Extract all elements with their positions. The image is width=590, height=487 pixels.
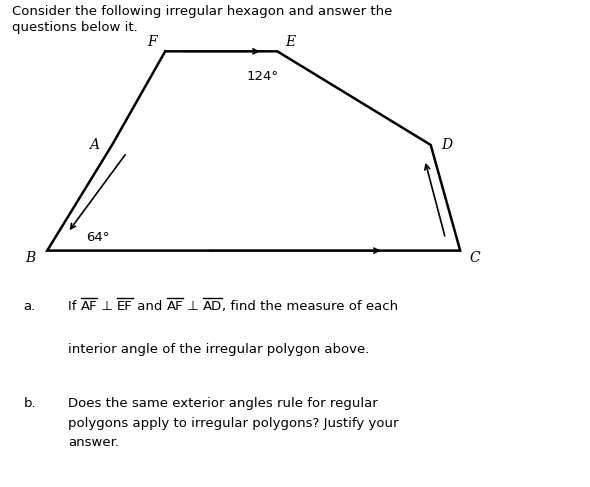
Text: and: and [133, 300, 166, 313]
Text: b.: b. [24, 397, 36, 411]
Text: 124°: 124° [247, 71, 278, 83]
Text: ⊥: ⊥ [183, 300, 203, 313]
Text: Does the same exterior angles rule for regular
polygons apply to irregular polyg: Does the same exterior angles rule for r… [68, 397, 398, 450]
Text: D: D [442, 138, 453, 152]
Text: If: If [68, 300, 81, 313]
Text: interior angle of the irregular polygon above.: interior angle of the irregular polygon … [68, 343, 369, 356]
Text: ⊥: ⊥ [97, 300, 117, 313]
Text: 64°: 64° [86, 230, 109, 244]
Text: E: E [285, 35, 296, 49]
Text: questions below it.: questions below it. [12, 21, 137, 34]
Text: AD: AD [203, 300, 222, 313]
Text: C: C [470, 251, 480, 265]
Text: , find the measure of each: , find the measure of each [222, 300, 399, 313]
Text: A: A [90, 138, 99, 152]
Text: F: F [148, 35, 157, 49]
Text: AF: AF [166, 300, 183, 313]
Text: EF: EF [117, 300, 133, 313]
Text: AF: AF [81, 300, 97, 313]
Text: B: B [25, 251, 36, 265]
Text: Consider the following irregular hexagon and answer the: Consider the following irregular hexagon… [12, 4, 392, 18]
Text: a.: a. [24, 300, 36, 313]
